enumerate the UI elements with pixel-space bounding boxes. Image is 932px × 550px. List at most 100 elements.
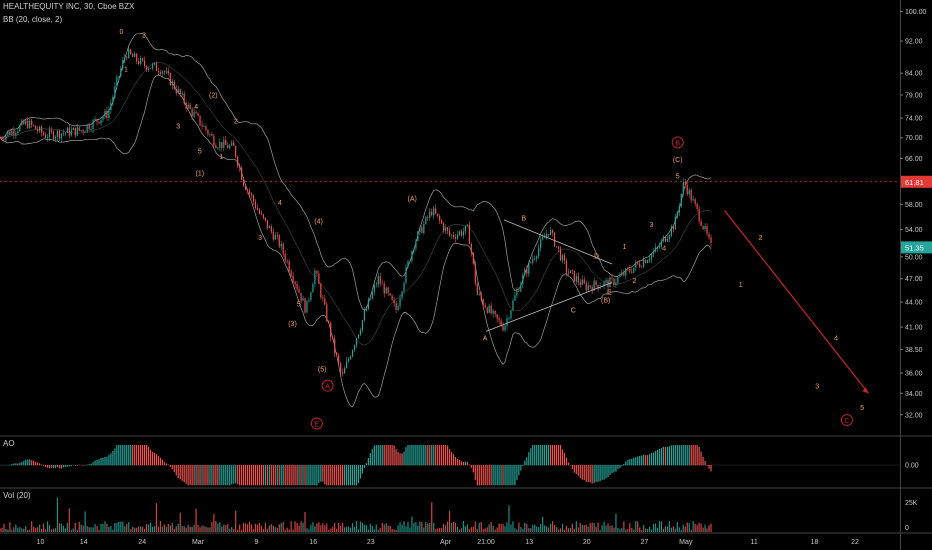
candle-body bbox=[318, 273, 320, 285]
time-tick-label: 23 bbox=[367, 539, 375, 546]
candle-body bbox=[181, 93, 183, 95]
volume-bar bbox=[102, 523, 104, 532]
time-tick-label: May bbox=[679, 539, 693, 546]
candle-body bbox=[472, 252, 474, 264]
ao-bar bbox=[373, 445, 375, 466]
ao-bar bbox=[13, 463, 15, 466]
candle-body bbox=[528, 262, 530, 274]
volume-bar bbox=[573, 528, 575, 532]
volume-bar bbox=[518, 522, 520, 532]
ao-bar bbox=[688, 445, 690, 466]
volume-bar bbox=[270, 524, 272, 532]
ao-bar bbox=[621, 465, 623, 467]
volume-bar bbox=[326, 523, 328, 532]
volume-bar bbox=[201, 525, 203, 532]
candle-body bbox=[243, 179, 245, 186]
volume-bar bbox=[233, 528, 235, 532]
ao-bar bbox=[94, 460, 96, 466]
candle-body bbox=[328, 321, 330, 323]
volume-bar bbox=[540, 523, 542, 532]
volume-bar bbox=[649, 526, 651, 532]
ao-bar bbox=[684, 445, 686, 466]
ao-bar bbox=[11, 464, 13, 466]
candle-body bbox=[52, 131, 55, 140]
candle-body bbox=[86, 125, 88, 132]
candle-body bbox=[538, 247, 540, 257]
candle-body bbox=[686, 184, 688, 195]
ao-bar bbox=[143, 445, 146, 466]
candle-body bbox=[700, 221, 702, 226]
candle-body bbox=[656, 247, 659, 249]
candle-body bbox=[619, 275, 621, 277]
candle-body bbox=[684, 182, 686, 185]
volume-bar bbox=[21, 528, 23, 532]
volume-bar bbox=[27, 529, 29, 532]
volume-bar bbox=[211, 522, 213, 532]
ao-bar bbox=[625, 461, 627, 466]
volume-bar bbox=[25, 526, 27, 532]
ao-bar bbox=[342, 465, 344, 486]
wave-label: 4 bbox=[662, 245, 666, 252]
ao-bar bbox=[290, 465, 292, 486]
volume-pane-label: Vol (20) bbox=[3, 491, 31, 500]
candle-body bbox=[207, 130, 209, 135]
volume-bar bbox=[557, 529, 560, 532]
volume-bar bbox=[498, 523, 500, 532]
candle-body bbox=[215, 145, 217, 148]
volume-bar bbox=[292, 529, 294, 532]
ao-bar bbox=[345, 465, 348, 486]
volume-bar bbox=[334, 522, 336, 532]
candle-body bbox=[617, 276, 619, 283]
volume-bar bbox=[187, 524, 189, 532]
candle-body bbox=[448, 230, 451, 236]
ao-bar bbox=[536, 445, 538, 466]
wave-label-circle bbox=[321, 379, 334, 392]
ao-bar bbox=[546, 445, 548, 466]
volume-bar bbox=[104, 521, 106, 532]
volume-bar bbox=[308, 529, 310, 532]
ao-bar bbox=[173, 465, 175, 472]
candle-body bbox=[643, 260, 645, 267]
candle-body bbox=[199, 115, 201, 125]
candle-body bbox=[203, 126, 205, 127]
volume-bar bbox=[195, 508, 197, 532]
candle-body bbox=[332, 337, 334, 339]
candle-body bbox=[260, 213, 263, 215]
ao-bar bbox=[530, 448, 532, 466]
ao-bar bbox=[40, 464, 43, 466]
ao-bar bbox=[258, 465, 261, 486]
candle-body bbox=[526, 269, 528, 274]
ao-bar bbox=[114, 448, 116, 466]
ao-bar bbox=[254, 465, 257, 486]
ao-bar bbox=[195, 465, 197, 486]
candle-body bbox=[399, 297, 401, 307]
ao-bar bbox=[385, 445, 387, 466]
ao-bar bbox=[498, 465, 500, 486]
candle-body bbox=[658, 246, 661, 248]
candle-body bbox=[64, 132, 66, 134]
ao-bar bbox=[153, 452, 156, 466]
ao-bar bbox=[201, 465, 203, 486]
candle-body bbox=[351, 350, 354, 357]
time-tick-label: 14 bbox=[80, 539, 88, 546]
ao-bar bbox=[643, 454, 645, 466]
candle-body bbox=[347, 358, 350, 362]
ao-bar bbox=[52, 465, 55, 469]
ao-bar bbox=[177, 465, 179, 478]
candle-body bbox=[492, 310, 494, 314]
ao-bar bbox=[649, 454, 651, 466]
volume-bar bbox=[365, 525, 367, 532]
volume-bar bbox=[328, 529, 330, 532]
volume-bar bbox=[324, 525, 326, 532]
reference-price-label: 61.81 bbox=[905, 178, 924, 187]
volume-bar bbox=[551, 521, 554, 532]
candle-body bbox=[585, 283, 587, 290]
volume-bar bbox=[458, 529, 461, 532]
candle-body bbox=[613, 278, 615, 285]
ao-bar bbox=[599, 465, 601, 482]
ao-bar bbox=[223, 465, 225, 486]
ao-bar bbox=[383, 445, 385, 466]
volume-bar bbox=[254, 523, 257, 532]
volume-bar bbox=[389, 525, 391, 532]
